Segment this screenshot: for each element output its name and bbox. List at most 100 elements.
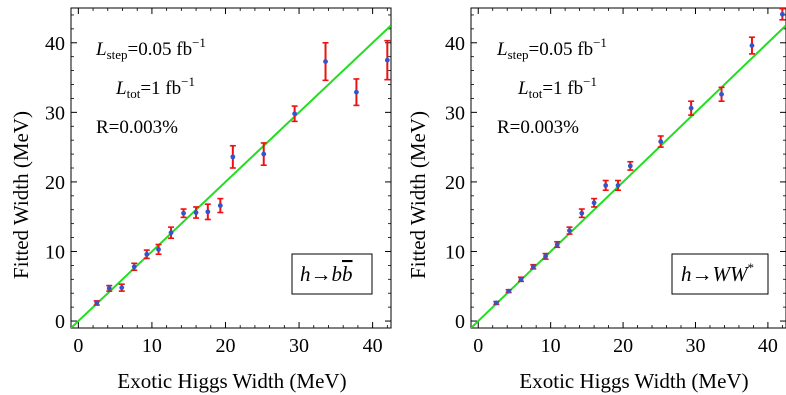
data-point: [143, 249, 150, 260]
y-tick-label: 20: [445, 172, 465, 194]
tick-labels: 0 10 20 30 40 0 10 20 30 40: [445, 33, 778, 357]
x-tick-label: 30: [685, 335, 705, 357]
y-axis-label: Fitted Width (MeV): [9, 111, 33, 279]
x-tick-label: 20: [215, 335, 235, 357]
x-tick-label: 0: [473, 335, 483, 357]
point-marker: [719, 91, 724, 97]
point-marker: [292, 111, 298, 117]
data-point: [615, 179, 621, 192]
data-point: [578, 208, 585, 219]
x-tick-label: 0: [73, 335, 83, 357]
data-point: [542, 252, 549, 260]
chart-panel-ww: 0 10 20 30 40 0 10 20 30 40 Fitted Width (MeV) Ex…: [406, 7, 786, 393]
data-point: [118, 283, 125, 292]
svg-text:h→bb: h→bb: [300, 262, 353, 286]
tick-labels: 0 10 20 30 40 0 10 20 30 40: [45, 33, 383, 357]
data-point: [229, 144, 236, 169]
point-marker: [779, 11, 785, 17]
data-point: [657, 135, 664, 148]
x-tick-label: 10: [142, 335, 162, 357]
data-point: [168, 226, 175, 240]
y-tick-label: 30: [445, 102, 465, 124]
data-point: [217, 197, 224, 214]
plot-area: 0 10 20 30 40 0 10 20 30 40: [445, 7, 786, 357]
data-point: [566, 226, 573, 235]
point-marker: [131, 264, 137, 270]
chart-panel-bb: 0 10 20 30 40 0 10 20 30 40 Fitted Width (MeV) Ex…: [9, 7, 392, 393]
point-marker: [530, 264, 536, 270]
data-point: [131, 262, 138, 272]
data-point: [517, 276, 524, 283]
point-marker: [615, 182, 621, 188]
point-marker: [554, 242, 560, 247]
y-tick-label: 10: [45, 241, 65, 263]
point-marker: [591, 200, 597, 206]
point-marker: [230, 154, 236, 160]
y-tick-label: 20: [45, 172, 65, 194]
data-point: [384, 39, 391, 81]
data-point: [353, 78, 360, 107]
data-point: [718, 86, 725, 103]
point-marker: [579, 210, 585, 216]
svg-text:Lstep=0.05 fb−1: Lstep=0.05 fb−1: [496, 35, 607, 62]
data-point: [505, 288, 512, 294]
data-point: [530, 263, 537, 270]
point-marker: [119, 285, 125, 291]
point-marker: [688, 105, 694, 111]
channel-label-box: h→bb: [291, 253, 373, 295]
channel-label-box: h→WW*: [671, 253, 769, 295]
data-point: [688, 100, 695, 116]
y-tick-label: 40: [445, 33, 465, 55]
data-point: [93, 300, 100, 306]
point-marker: [567, 228, 572, 234]
point-marker: [543, 253, 548, 259]
data-point: [602, 179, 609, 192]
svg-text:h→WW*: h→WW*: [681, 260, 754, 286]
point-marker: [94, 300, 100, 306]
data-point: [591, 197, 598, 208]
data-point: [554, 240, 561, 249]
y-tick-label: 40: [45, 33, 65, 55]
point-marker: [261, 151, 267, 157]
point-marker: [603, 182, 609, 188]
annotation-l-step: Lstep=0.05 fb−1: [496, 35, 607, 62]
y-tick-label: 10: [445, 241, 465, 263]
data-point: [322, 41, 329, 82]
point-marker: [181, 210, 186, 216]
point-marker: [205, 209, 211, 215]
y-axis-label: Fitted Width (MeV): [406, 111, 430, 279]
annotation-ratio: R=0.003%: [96, 117, 178, 138]
x-axis-label: Exotic Higgs Width (MeV): [519, 369, 748, 393]
data-point: [291, 105, 298, 123]
plot-area: 0 10 20 30 40 0 10 20 30 40: [45, 7, 392, 357]
x-tick-label: 10: [541, 335, 561, 357]
data-point: [180, 208, 187, 219]
data-point: [779, 8, 786, 21]
point-marker: [168, 230, 174, 236]
data-point: [106, 284, 113, 292]
fit-line: [71, 24, 391, 328]
point-marker: [493, 300, 499, 306]
point-marker: [217, 203, 223, 208]
point-marker: [144, 251, 150, 257]
annotation-l-tot: Ltot=1 fb−1: [517, 74, 597, 101]
point-marker: [518, 276, 524, 282]
x-tick-label: 30: [289, 335, 309, 357]
data-point: [193, 206, 200, 219]
x-tick-label: 20: [613, 335, 633, 357]
y-tick-label: 0: [455, 311, 465, 333]
x-tick-label: 40: [758, 335, 778, 357]
annotation-ratio: R=0.003%: [497, 117, 579, 138]
svg-text:Lstep=0.05 fb−1: Lstep=0.05 fb−1: [95, 35, 206, 62]
point-marker: [749, 43, 755, 48]
annotation-l-step: Lstep=0.05 fb−1: [95, 35, 206, 62]
point-marker: [193, 210, 199, 215]
x-tick-label: 40: [363, 335, 383, 357]
svg-text:Ltot=1 fb−1: Ltot=1 fb−1: [517, 74, 597, 101]
annotation-l-tot: Ltot=1 fb−1: [115, 74, 195, 101]
point-marker: [658, 139, 664, 144]
svg-text:Ltot=1 fb−1: Ltot=1 fb−1: [115, 74, 195, 101]
data-point: [155, 243, 162, 256]
x-axis-label: Exotic Higgs Width (MeV): [117, 369, 346, 393]
data-point: [260, 142, 267, 167]
